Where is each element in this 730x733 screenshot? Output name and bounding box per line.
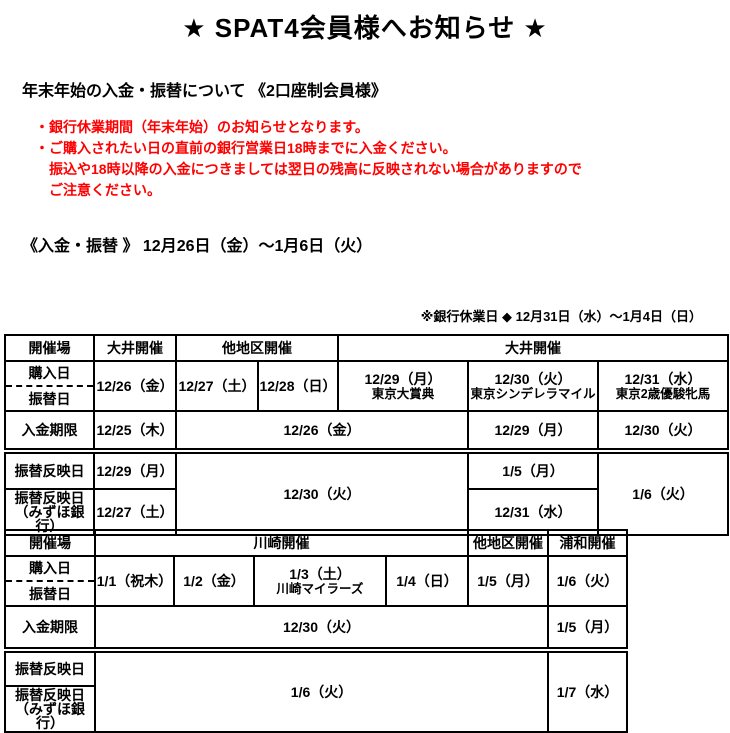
venue-ooi-1: 大井開催 (95, 336, 177, 362)
bank-holiday-notice: ・銀行休業期間（年末年始）のお知らせとなります。 ・ご購入されたい日の直前の銀行… (35, 117, 582, 201)
race-name: 東京シンデレラマイル (470, 386, 596, 401)
purchase-date-label: 購入日 (29, 560, 71, 576)
page-subtitle: 年末年始の入金・振替について 《2口座制会員様》 (22, 83, 387, 100)
date-cell: 12/28（日） (259, 362, 339, 412)
deadline-cell: 12/30（火） (599, 412, 730, 450)
reflect-cell-merged: 1/6（火） (96, 653, 550, 733)
notice-line: ご注意ください。 (35, 182, 161, 198)
purchase-date-row: 購入日 振替日 12/26（金） 12/27（土） 12/28（日） 12/29… (6, 362, 730, 412)
deposit-deadline-label: 入金期限 (6, 607, 96, 649)
schedule-table-december-lower: 振替反映日 12/29（月） 12/30（火） 1/5（月） 1/6（火） 振替… (4, 452, 730, 536)
notice-line: 振込や18時以降の入金につきましては翌日の残高に反映されない場合がありますので (35, 161, 582, 177)
deadline-cell: 1/5（月） (549, 607, 628, 649)
venue-header-label: 開催場 (6, 336, 95, 362)
dashed-divider (6, 385, 93, 387)
page-title: ★ SPAT4会員様へお知らせ ★ (182, 13, 548, 43)
transfer-reflect-label: 振替反映日 (6, 454, 95, 490)
bank-closed-days-note: ※銀行休業日 ◆ 12月31日（水）～1月4日（日） (420, 309, 702, 324)
date-cell: 1/2（金） (175, 557, 255, 607)
date-text: 12/29（月） (364, 370, 442, 387)
date-cell: 1/4（日） (387, 557, 469, 607)
deposit-deadline-row: 入金期限 12/25（木） 12/26（金） 12/29（月） 12/30（火） (6, 412, 730, 450)
purchase-transfer-label-cell: 購入日 振替日 (6, 557, 96, 607)
reflect-cell: 12/27（土） (95, 490, 177, 536)
schedule-table-january-upper: 開催場 川崎開催 他地区開催 浦和開催 購入日 振替日 1/1（祝木） 1/2（… (4, 529, 628, 649)
date-cell: 1/6（火） (549, 557, 628, 607)
dashed-divider (6, 580, 94, 582)
deadline-cell: 12/26（金） (177, 412, 469, 450)
notice-line: ・ご購入されたい日の直前の銀行営業日18時までに入金ください。 (35, 140, 457, 156)
reflect-cell: 12/31（水） (469, 490, 600, 536)
transfer-reflect-row: 振替反映日 1/6（火） 1/7（水） (6, 653, 629, 733)
purchase-date-row: 購入日 振替日 1/1（祝木） 1/2（金） 1/3（土） 川崎マイラーズ 1/… (6, 557, 628, 607)
date-text: 12/30（火） (494, 370, 572, 387)
race-name: 東京大賞典 (371, 386, 435, 401)
date-cell-race: 12/31（水） 東京2歳優駿牝馬 (599, 362, 730, 412)
deadline-cell: 12/25（木） (95, 412, 177, 450)
venue-kawasaki: 川崎開催 (96, 531, 469, 557)
label-line-sub: （みずほ銀行） (15, 701, 85, 731)
purchase-transfer-label-cell: 購入日 振替日 (6, 362, 95, 412)
venue-header-label: 開催場 (6, 531, 96, 557)
date-text: 12/31（水） (624, 370, 702, 387)
venue-urawa: 浦和開催 (549, 531, 628, 557)
date-cell: 12/26（金） (95, 362, 177, 412)
race-name: 川崎マイラーズ (276, 581, 364, 596)
deposit-transfer-period: 《入金・振替 》 12月26日（金）～1月6日（火） (22, 238, 373, 255)
reflect-cell: 1/5（月） (469, 454, 600, 490)
deposit-deadline-label: 入金期限 (6, 412, 95, 450)
venue-header-row: 開催場 川崎開催 他地区開催 浦和開催 (6, 531, 628, 557)
schedule-table-december: 開催場 大井開催 他地区開催 大井開催 購入日 振替日 12/26（金） 12/… (4, 334, 730, 536)
purchase-date-label: 購入日 (28, 365, 71, 381)
deadline-cell: 12/29（月） (469, 412, 599, 450)
deposit-deadline-row: 入金期限 12/30（火） 1/5（月） (6, 607, 628, 649)
reflect-cell-merged: 12/30（火） (177, 454, 470, 536)
transfer-reflect-row: 振替反映日 12/29（月） 12/30（火） 1/5（月） 1/6（火） (6, 454, 730, 536)
deadline-cell: 12/30（火） (96, 607, 549, 649)
transfer-date-label: 振替日 (29, 586, 71, 602)
reflect-cell-merged: 1/6（火） (599, 454, 730, 536)
date-text: 1/3（土） (289, 565, 351, 582)
label-line: 振替反映日 (14, 490, 85, 506)
reflect-cell: 12/29（月） (95, 454, 177, 490)
label-line: 振替反映日 (15, 687, 85, 703)
date-cell-race: 12/29（月） 東京大賞典 (339, 362, 469, 412)
transfer-date-label: 振替日 (28, 391, 71, 407)
date-cell: 12/27（土） (177, 362, 259, 412)
transfer-reflect-mizuho-label: 振替反映日 （みずほ銀行） (6, 687, 96, 733)
venue-header-row: 開催場 大井開催 他地区開催 大井開催 (6, 336, 730, 362)
reflect-cell-merged: 1/7（水） (549, 653, 629, 733)
venue-other-districts: 他地区開催 (177, 336, 339, 362)
venue-other-districts: 他地区開催 (469, 531, 549, 557)
venue-ooi-2: 大井開催 (339, 336, 730, 362)
date-cell: 1/5（月） (469, 557, 549, 607)
date-cell: 1/1（祝木） (96, 557, 175, 607)
notice-line: ・銀行休業期間（年末年始）のお知らせとなります。 (35, 119, 369, 135)
schedule-table-december-upper: 開催場 大井開催 他地区開催 大井開催 購入日 振替日 12/26（金） 12/… (4, 334, 730, 450)
transfer-reflect-label: 振替反映日 (6, 653, 96, 687)
schedule-table-january: 開催場 川崎開催 他地区開催 浦和開催 購入日 振替日 1/1（祝木） 1/2（… (4, 529, 629, 733)
race-name: 東京2歳優駿牝馬 (615, 386, 711, 401)
date-cell-race: 1/3（土） 川崎マイラーズ (255, 557, 387, 607)
schedule-table-january-lower: 振替反映日 1/6（火） 1/7（水） 振替反映日 （みずほ銀行） (4, 651, 629, 733)
date-cell-race: 12/30（火） 東京シンデレラマイル (469, 362, 599, 412)
